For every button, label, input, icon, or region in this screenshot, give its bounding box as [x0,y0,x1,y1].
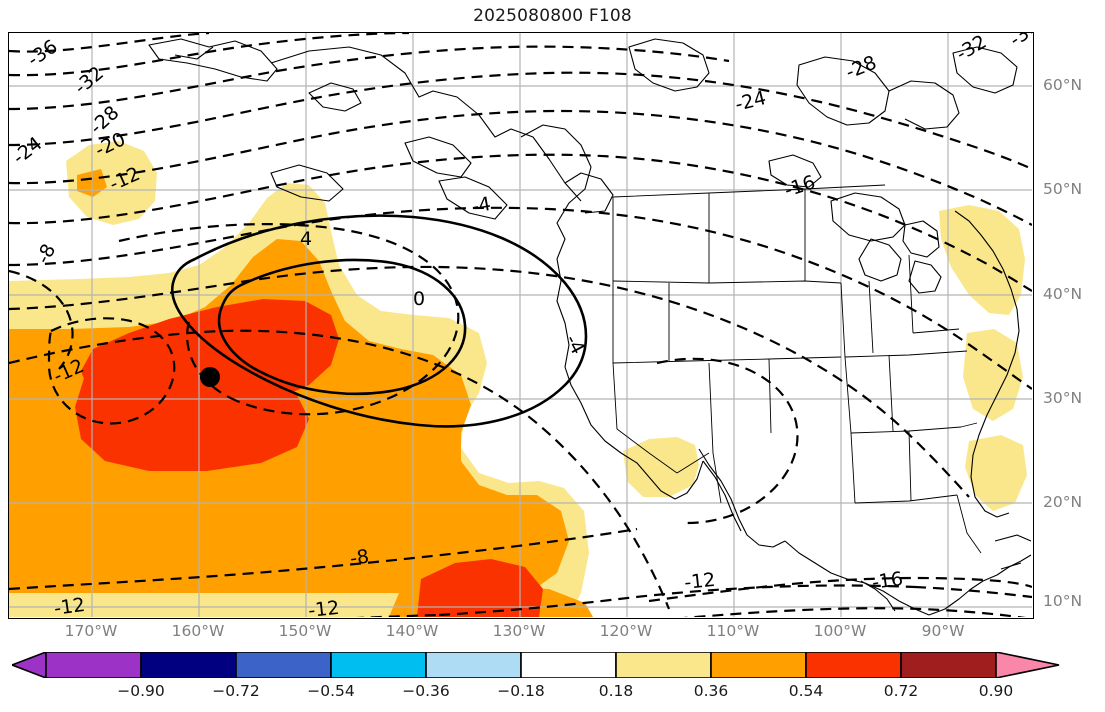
colorbar-tick-label: −0.36 [402,682,450,700]
colorbar-extend-high [995,652,1060,678]
lat-tick-label: 50°N [1043,180,1083,198]
colorbar-tick-label: −0.54 [307,682,355,700]
shading-band-018-florida [965,435,1027,511]
colorbar-tick-label: −0.18 [497,682,545,700]
coastlines [148,38,1032,616]
shading-band-054-south [417,559,543,617]
lon-tick-label: 100°W [813,622,867,640]
colorbar-swatch-9 [900,652,997,678]
colorbar-swatch-8 [805,652,902,678]
contour-label-neg36b: -36 [1005,33,1032,51]
lat-tick-label: 40°N [1043,285,1083,303]
map-canvas: -36 -32 -28 -24 -20 -12 -8 -12 -4 -4 -28… [9,33,1032,617]
contour-label-neg24b: -24 [733,87,768,116]
contour-label-pos0: 0 [413,288,425,310]
negative-contours [9,33,1032,617]
contour-label-neg16b: -16 [871,568,905,594]
contour-label-neg8b: -8 [349,546,371,570]
lat-tick-label: 30°N [1043,389,1083,407]
lat-tick-label: 10°N [1043,592,1083,610]
filled-contour-shading [9,141,1027,617]
graticule [9,33,1032,617]
shading-band-018-baja [623,437,699,497]
lon-tick-label: 140°W [385,622,439,640]
contour-label-neg32b: -32 [953,33,991,65]
colorbar [12,652,1093,678]
contour-label-neg28b: -28 [843,52,880,84]
contour-label-neg32: -32 [70,62,108,99]
lon-tick-label: 120°W [599,622,653,640]
colorbar-swatch-4 [425,652,522,678]
colorbar-tick-label: 0.90 [978,682,1014,700]
lon-tick-label: 160°W [171,622,225,640]
lon-tick-label: 90°W [921,622,965,640]
lat-tick-label: 60°N [1043,76,1083,94]
colorbar-tick-label: 0.18 [598,682,634,700]
contour-label-neg36: -36 [23,36,61,72]
colorbar-swatch-2 [235,652,332,678]
lon-tick-label: 170°W [64,622,118,640]
colorbar-swatch-1 [140,652,237,678]
lon-tick-label: 150°W [278,622,332,640]
contour-label-neg12e: -12 [53,594,87,617]
colorbar-tick-label: −0.72 [212,682,260,700]
contour-label-neg12d: -12 [307,597,340,617]
colorbar-swatch-7 [710,652,807,678]
colorbar-swatch-5 [520,652,617,678]
colorbar-swatch-6 [615,652,712,678]
colorbar-tick-label: 0.36 [693,682,729,700]
contour-label-neg16a: -16 [782,171,818,202]
colorbar-tick-label: 0.54 [788,682,824,700]
contour-label-neg12c: -12 [683,569,716,594]
colorbar-swatch-3 [330,652,427,678]
map-plot-area: -36 -32 -28 -24 -20 -12 -8 -12 -4 -4 -28… [8,32,1034,619]
lon-tick-label: 130°W [492,622,546,640]
shading-band-054-ext [75,369,309,471]
colorbar-swatch-0 [45,652,142,678]
contour-label-neg24: -24 [9,132,47,168]
colorbar-tick-label: −0.90 [117,682,165,700]
colorbar-canvas [12,652,1060,678]
location-marker[interactable] [200,367,220,387]
lon-tick-label: 110°W [706,622,760,640]
figure-title: 2025080800 F108 [473,6,632,26]
lat-tick-label: 20°N [1043,493,1083,511]
contour-label-pos4: 4 [300,228,312,250]
shading-band-018-alaska [66,141,157,225]
colorbar-extend-low [12,652,47,678]
positive-contours [170,214,588,428]
shading-band-018-southeast [963,329,1023,421]
colorbar-tick-label: 0.72 [883,682,919,700]
shading-band-018-eastcoast [939,205,1025,315]
contour-label-neg4a: -4 [470,193,492,218]
